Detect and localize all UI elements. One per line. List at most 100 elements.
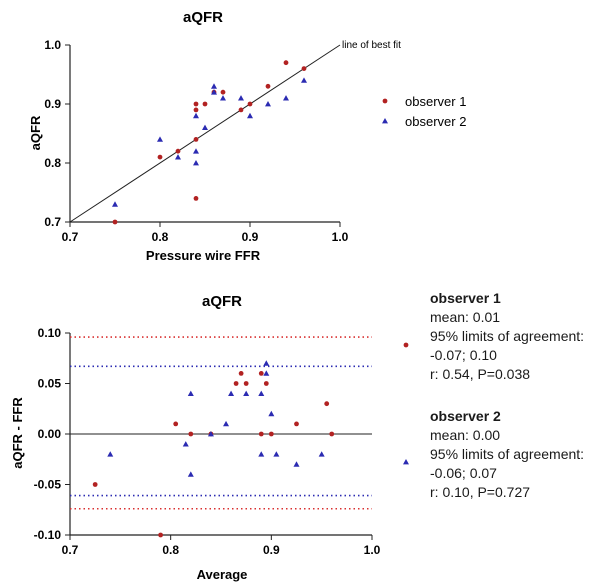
- chart1-point-2: [193, 160, 199, 166]
- chart1-point-1: [202, 101, 208, 107]
- chart2-y-tick-label: 0.05: [38, 377, 62, 391]
- chart1-point-1: [238, 107, 244, 113]
- chart2-point-1: [238, 371, 244, 376]
- stats-observer-2-mean: mean: 0.00: [430, 427, 501, 443]
- stats-observer-1-loa: -0.07; 0.10: [430, 347, 497, 363]
- chart1-x-tick-label: 1.0: [332, 230, 349, 244]
- chart1-x-tick-label: 0.8: [152, 230, 169, 244]
- chart1-point-2: [157, 136, 163, 142]
- chart1-point-2: [265, 101, 271, 107]
- chart1-y-tick-label: 0.7: [44, 215, 61, 229]
- chart2-ylabel: aQFR - FFR: [10, 397, 25, 469]
- chart1-x-tick-label: 0.7: [62, 230, 79, 244]
- chart2-point-2: [268, 410, 275, 417]
- stats-observer-2-r: r: 0.10, P=0.727: [430, 484, 531, 500]
- stats-observer-2-loa: -0.06; 0.07: [430, 465, 497, 481]
- chart1-legend-marker-1: [382, 98, 388, 104]
- chart1-fit-line: [69, 44, 341, 223]
- chart1-ylabel: aQFR: [28, 115, 43, 150]
- stats-observer-1-loa-label: 95% limits of agreement:: [430, 328, 585, 344]
- chart2-point-1: [324, 401, 330, 407]
- chart2-x-tick-label: 0.9: [263, 543, 280, 557]
- chart1-point-1: [193, 101, 199, 107]
- chart2-point-2: [187, 390, 194, 396]
- chart2-point-2: [263, 360, 270, 366]
- chart2-point-1: [294, 421, 299, 427]
- chart1-point-1: [193, 137, 199, 142]
- chart1-point-2: [202, 124, 208, 130]
- chart2-point-2: [187, 471, 194, 477]
- chart2-point-1: [258, 371, 264, 376]
- chart2-point-2: [223, 420, 230, 427]
- chart2-x-tick-label: 1.0: [364, 543, 381, 557]
- chart2-point-1: [158, 532, 164, 538]
- chart1-fit-annotation: line of best fit: [342, 40, 401, 51]
- chart1-y-tick-label: 0.8: [44, 156, 61, 170]
- chart2-y-tick-label: 0.00: [38, 427, 62, 441]
- chart1-point-2: [112, 201, 118, 207]
- chart1-point-2: [220, 95, 226, 101]
- stats-observer-2: observer 2 mean: 0.00 95% limits of agre…: [430, 407, 606, 502]
- chart2-point-2: [107, 451, 114, 457]
- chart2-point-2: [258, 390, 265, 396]
- chart2-y-tick-label: -0.05: [34, 478, 62, 492]
- chart2-point-1: [258, 431, 264, 437]
- chart1-title: aQFR: [183, 9, 223, 26]
- chart2-point-2: [207, 431, 214, 437]
- stats-observer-1: observer 1 mean: 0.01 95% limits of agre…: [430, 289, 606, 384]
- chart2-point-1: [268, 431, 274, 437]
- chart2-point-2: [182, 441, 189, 447]
- chart1-legend-label-1: observer 1: [405, 94, 466, 109]
- chart1-point-2: [193, 112, 199, 119]
- plot-layer: 0.7 0.8 0.9 1.0 0.7 0.8 0.9 1.0 0.7 0.8 0.9 1.0 0.10…: [34, 38, 409, 557]
- chart2-point-1: [243, 381, 249, 386]
- chart1-x-tick-label: 0.9: [242, 230, 259, 244]
- stats-observer-1-header: observer 1: [430, 290, 501, 306]
- chart1-legend-marker-2: [382, 118, 388, 124]
- chart2-point-2: [293, 461, 300, 467]
- chart1-y-tick-label: 0.9: [44, 97, 61, 111]
- chart2-legend-marker-2: [403, 459, 409, 465]
- chart1-point-2: [301, 77, 307, 83]
- chart1-point-1: [301, 66, 307, 71]
- chart1-point-2: [175, 154, 181, 160]
- chart2-y-tick-label: -0.10: [34, 528, 62, 542]
- chart1-point-1: [265, 83, 271, 89]
- chart2-point-1: [173, 421, 179, 427]
- chart2-point-1: [92, 482, 98, 487]
- chart2-x-tick-label: 0.7: [62, 543, 79, 557]
- chart2-point-1: [188, 431, 194, 437]
- chart1-xlabel: Pressure wire FFR: [146, 248, 261, 263]
- stats-observer-2-loa-label: 95% limits of agreement:: [430, 446, 585, 462]
- chart1-point-1: [157, 154, 163, 160]
- stats-observer-1-r: r: 0.54, P=0.038: [430, 366, 531, 382]
- chart1-point-2: [238, 95, 244, 101]
- chart1-legend-label-2: observer 2: [405, 114, 466, 129]
- chart1-point-1: [112, 219, 118, 225]
- chart1-point-1: [247, 101, 253, 107]
- chart2-point-2: [273, 451, 280, 457]
- chart1-point-2: [211, 89, 217, 95]
- chart2-legend-marker-1: [403, 342, 409, 348]
- chart1-point-1: [220, 89, 226, 95]
- chart1-point-1: [193, 196, 199, 201]
- chart2-point-2: [243, 390, 250, 396]
- chart1-point-1: [283, 60, 289, 66]
- chart1-point-1: [175, 148, 181, 154]
- chart2-point-1: [329, 431, 335, 437]
- chart2-xlabel: Average: [197, 567, 248, 582]
- chart2-point-2: [263, 370, 270, 376]
- chart2-point-2: [318, 451, 325, 457]
- chart2-y-tick-label: 0.10: [38, 326, 62, 340]
- stats-observer-1-mean: mean: 0.01: [430, 309, 501, 325]
- chart2-point-1: [263, 381, 269, 386]
- chart1-point-2: [247, 112, 253, 119]
- chart2-point-1: [233, 381, 239, 386]
- chart1-point-1: [193, 107, 199, 113]
- chart2-x-tick-label: 0.8: [162, 543, 179, 557]
- chart1-point-2: [283, 95, 289, 101]
- stats-observer-2-header: observer 2: [430, 408, 501, 424]
- chart2-title: aQFR: [202, 293, 242, 310]
- chart1-y-tick-label: 1.0: [44, 38, 61, 52]
